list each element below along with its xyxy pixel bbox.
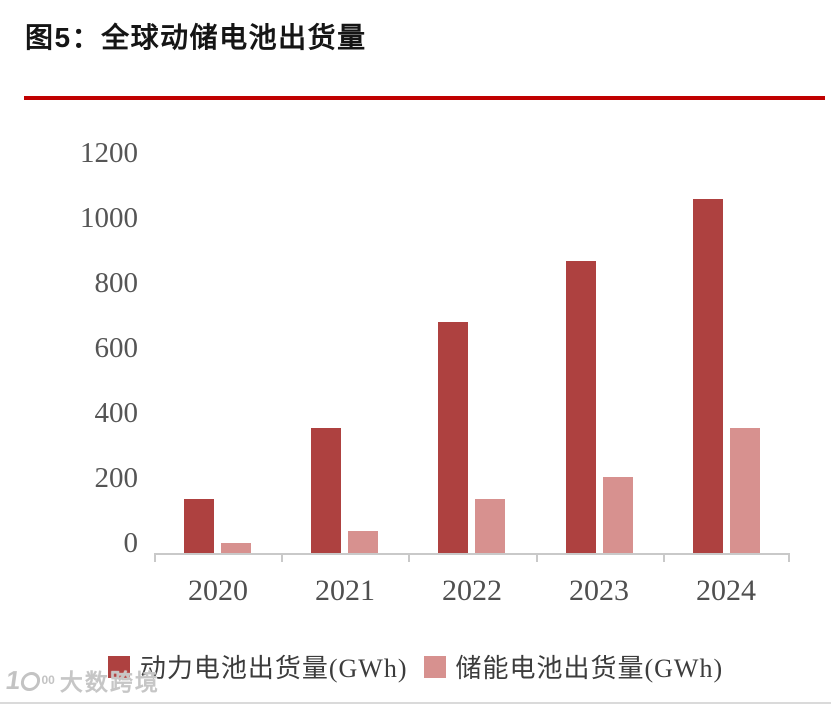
watermark-10100-dashukuajing: 1 00 大数跨境: [3, 663, 160, 697]
10100-logo-superscript: 00: [41, 673, 55, 687]
bar-group-2021: [281, 148, 408, 553]
legend-item-storage: 储能电池出货量(GWh): [423, 648, 724, 685]
x-tick-label-2021: 2021: [315, 574, 375, 607]
y-tick-label-0: 0: [123, 527, 139, 559]
x-axis-tick: [154, 553, 156, 562]
chart-legend: 动力电池出货量(GWh) 储能电池出货量(GWh): [0, 648, 831, 685]
x-axis-tick: [281, 553, 283, 562]
title-divider-line: [24, 96, 825, 100]
bar-storage-2021: [348, 531, 379, 553]
bar-power-2024: [692, 199, 723, 553]
y-tick-label-1200: 1200: [80, 137, 138, 169]
x-tick-label-2022: 2022: [442, 574, 502, 607]
storage-series-swatch-icon: [423, 655, 446, 678]
bar-power-2020: [184, 499, 215, 553]
x-axis-tick: [788, 553, 790, 562]
bar-power-2023: [565, 261, 596, 553]
bar-power-2022: [438, 322, 469, 553]
y-tick-label-600: 600: [94, 332, 139, 364]
bar-group-2023: [536, 148, 663, 553]
legend-item-power: 动力电池出货量(GWh): [107, 648, 408, 685]
x-axis-tick: [663, 553, 665, 562]
y-tick-label-800: 800: [94, 267, 139, 299]
bar-storage-2022: [475, 499, 506, 553]
y-tick-label-1000: 1000: [80, 202, 138, 234]
y-tick-label-200: 200: [94, 462, 139, 494]
y-tick-label-400: 400: [94, 397, 139, 429]
watermark-text: 大数跨境: [59, 669, 160, 695]
10100-logo-circle-icon: [20, 671, 42, 691]
bar-chart-plot-area: [154, 148, 790, 562]
bar-group-2020: [154, 148, 281, 553]
bottom-divider-line: [0, 702, 831, 704]
x-tick-label-2024: 2024: [696, 574, 756, 607]
legend-label-storage: 储能电池出货量(GWh): [455, 654, 724, 683]
legend-label-power: 动力电池出货量(GWh): [139, 654, 408, 683]
figure-title: 图5：全球动储电池出货量: [25, 22, 367, 53]
x-tick-label-2023: 2023: [569, 574, 629, 607]
bar-power-2021: [311, 428, 342, 553]
bar-storage-2024: [729, 428, 760, 553]
10100-logo-icon: 1: [3, 665, 23, 695]
power-series-swatch-icon: [107, 655, 130, 678]
bar-group-2024: [663, 148, 790, 553]
x-axis-tick: [408, 553, 410, 562]
bar-group-2022: [408, 148, 535, 553]
x-tick-label-2020: 2020: [188, 574, 248, 607]
x-axis-tick: [536, 553, 538, 562]
bar-storage-2023: [602, 477, 633, 553]
bar-storage-2020: [221, 543, 252, 553]
